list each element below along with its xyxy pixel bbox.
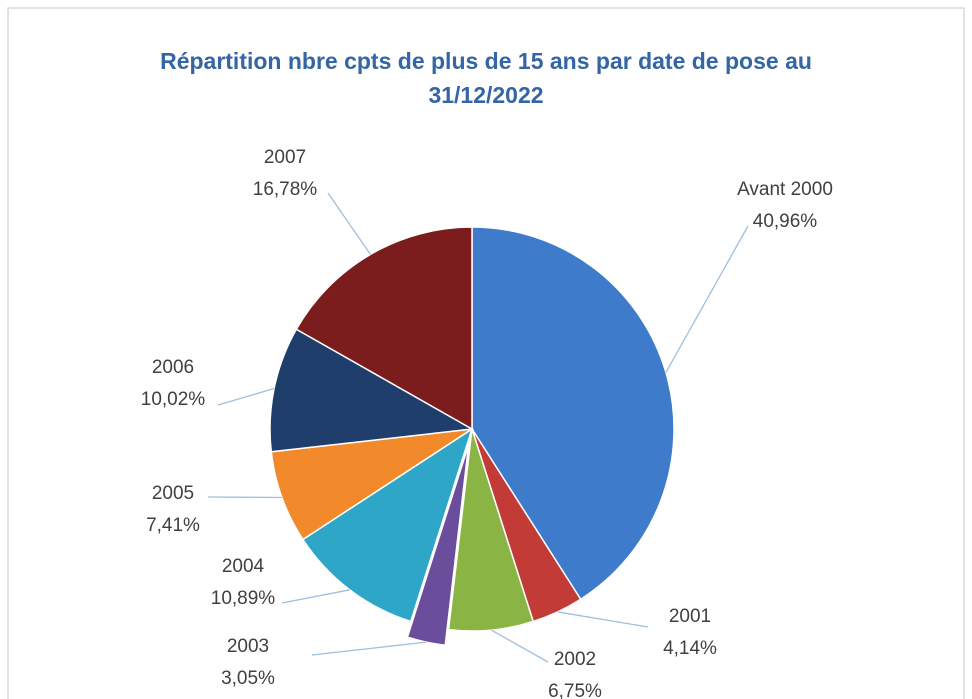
pie-slice: [301, 427, 474, 623]
slice-category-label: 2006: [152, 357, 194, 378]
slice-category-label: 2004: [222, 556, 265, 577]
chart-title: Répartition nbre cpts de plus de 15 ans …: [160, 48, 812, 108]
chart-border: [7, 7, 965, 699]
leader-line: [311, 641, 427, 656]
slice-category-label: 2003: [227, 636, 269, 657]
slice-category-label: 2001: [669, 606, 711, 627]
pie-slice: [471, 226, 675, 601]
slice-value-label: 10,02%: [141, 389, 206, 410]
leader-line: [281, 589, 350, 604]
leader-line: [557, 611, 649, 628]
slice-value-label: 40,96%: [753, 211, 818, 232]
slice-value-label: 10,89%: [211, 588, 276, 609]
leader-line: [665, 225, 749, 373]
slice-value-label: 3,05%: [221, 668, 275, 689]
leader-line: [327, 192, 371, 255]
slice-value-label: 4,14%: [663, 638, 717, 659]
slice-value-label: 16,78%: [253, 179, 318, 200]
leader-line: [491, 629, 549, 663]
slice-category-label: Avant 2000: [737, 179, 833, 200]
slice-category-label: 2005: [152, 483, 194, 504]
slice-category-label: 2002: [554, 649, 596, 670]
slice-value-label: 7,41%: [146, 515, 200, 536]
slice-category-label: 2007: [264, 147, 306, 168]
slice-value-label: 6,75%: [548, 681, 602, 699]
leader-line: [217, 387, 275, 406]
pie-slice: [269, 328, 475, 453]
